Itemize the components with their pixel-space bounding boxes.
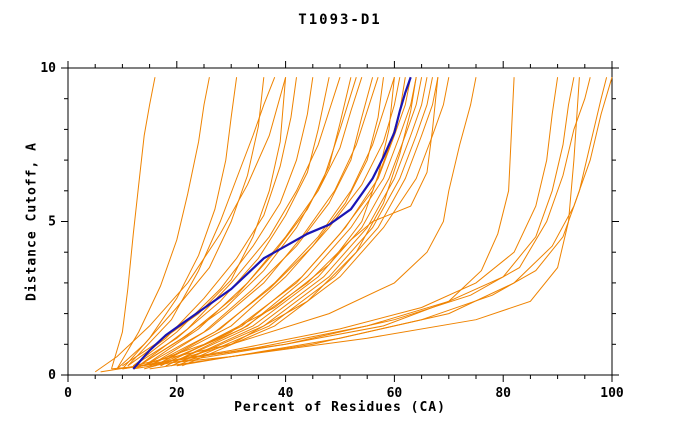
ensemble-curve [149,77,608,370]
ensemble-curve [127,77,276,367]
ensemble-curve [160,77,412,367]
ensemble-curve [182,77,450,367]
ensemble-curve [122,77,238,370]
ensemble-curve [132,77,314,367]
ensemble-curve [138,77,341,367]
ensemble-curve [116,77,210,370]
ensemble-curve [154,77,401,367]
chart-title: T1093-D1 [298,12,382,28]
ensemble-curve [94,77,287,373]
ensemble-curve [111,77,156,370]
ensemble-curve [100,77,515,373]
ensemble-curve [133,77,395,370]
ensemble-curve [176,77,439,367]
ensemble-curve [143,77,374,367]
ensemble-curve [171,77,428,367]
ensemble-curve [116,77,265,370]
ensemble-curve [171,77,433,367]
ensemble-curve [154,77,395,367]
ensemble-curve [176,77,613,367]
x-tick-label: 60 [387,386,403,401]
x-tick-label: 80 [495,386,511,401]
ensemble-curve [165,77,423,367]
ensemble-curve [133,77,477,367]
ensemble-curve [133,77,591,370]
ensemble-curve [154,77,439,367]
ensemble-curve [160,77,406,367]
ensemble-curve [149,77,379,367]
x-tick-label: 0 [64,386,72,401]
y-axis-label: Distance Cutoff, A [24,142,40,301]
y-tick-label: 5 [48,215,56,230]
ensemble-curve [122,77,575,370]
x-tick-label: 100 [600,386,624,401]
highlight-curve [132,76,412,370]
x-tick-label: 40 [278,386,294,401]
ensemble-curve [111,77,580,370]
x-tick-label: 20 [169,386,185,401]
ensemble-curve [122,77,559,370]
y-tick-label: 0 [48,368,56,383]
ensemble-curve [138,77,357,367]
y-tick-label: 10 [40,61,56,76]
x-axis-label: Percent of Residues (CA) [234,400,446,415]
